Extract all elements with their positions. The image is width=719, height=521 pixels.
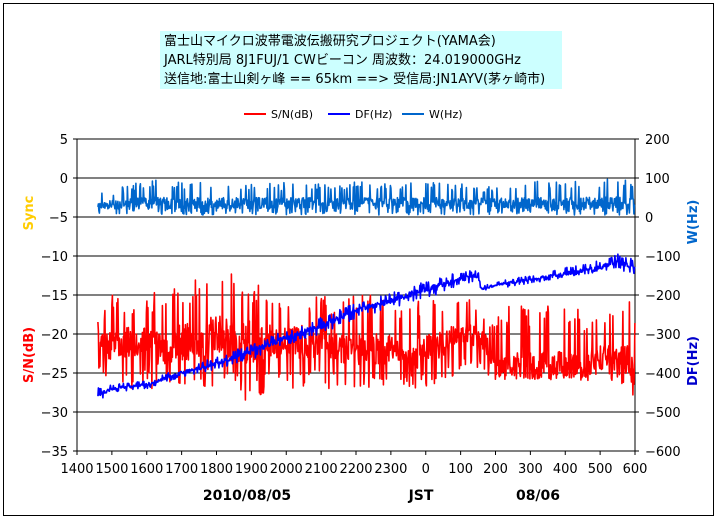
x-label-jst: JST xyxy=(408,488,434,504)
x-tick-label: 1500 xyxy=(95,462,128,477)
left-axis-label-sync: Sync xyxy=(22,196,37,231)
left-tick-label: −10 xyxy=(41,250,68,265)
x-tick-label: 1600 xyxy=(130,462,163,477)
x-tick-label: 1900 xyxy=(235,462,268,477)
x-tick-label: 400 xyxy=(553,462,578,477)
right-tick-label: 200 xyxy=(645,133,670,148)
legend-label-w: W(Hz) xyxy=(429,108,463,121)
x-tick-label: 500 xyxy=(588,462,613,477)
right-tick-label: −200 xyxy=(645,289,681,304)
x-label-date-start: 2010/08/05 xyxy=(203,488,291,504)
title-line-3: 送信地:富士山剣ヶ峰 == 65km ==> 受信局:JN1AYV(茅ヶ崎市) xyxy=(164,72,546,87)
x-axis-ticks: 1400 1500 1600 1700 1800 1900 2000 2100 2200 2300… xyxy=(60,451,647,477)
x-tick-label: 1700 xyxy=(165,462,198,477)
title-line-1: 富士山マイクロ波帯電波伝搬研究プロジェクト(YAMA会) xyxy=(164,34,496,49)
legend: S/N(dB) DF(Hz) W(Hz) xyxy=(244,108,463,121)
series-df-line xyxy=(97,253,636,399)
x-tick-label: 100 xyxy=(448,462,473,477)
chart-title-box: 富士山マイクロ波帯電波伝搬研究プロジェクト(YAMA会) JARL特別局 8J1… xyxy=(160,31,562,89)
left-tick-label: −25 xyxy=(41,367,68,382)
legend-label-df: DF(Hz) xyxy=(355,108,392,121)
gridlines xyxy=(77,138,635,452)
left-axis-ticks: 5 0 −5 −10 −15 −20 −25 −30 −35 xyxy=(41,133,77,460)
right-tick-label: −400 xyxy=(645,367,681,382)
right-tick-label: 100 xyxy=(645,172,670,187)
right-axis-label-df: DF(Hz) xyxy=(686,336,701,386)
x-tick-label: 300 xyxy=(518,462,543,477)
x-tick-label: 200 xyxy=(483,462,508,477)
left-tick-label: −15 xyxy=(41,289,68,304)
left-tick-label: 5 xyxy=(60,133,68,148)
x-tick-label: 600 xyxy=(623,462,648,477)
right-axis-ticks: 200 100 0 −100 −200 −300 −400 −500 −600 xyxy=(635,133,681,460)
series-layer xyxy=(97,178,636,401)
right-axis-label-w: W(Hz) xyxy=(686,200,701,245)
left-tick-label: −30 xyxy=(41,406,68,421)
right-tick-label: −300 xyxy=(645,328,681,343)
x-tick-label: 0 xyxy=(422,462,430,477)
right-tick-label: −600 xyxy=(645,445,681,460)
x-tick-label: 2100 xyxy=(305,462,338,477)
right-tick-label: 0 xyxy=(645,211,653,226)
x-tick-label: 1400 xyxy=(60,462,93,477)
x-tick-label: 1800 xyxy=(200,462,233,477)
right-tick-label: −100 xyxy=(645,250,681,265)
series-w-line xyxy=(97,178,636,216)
left-tick-label: −35 xyxy=(41,445,68,460)
left-tick-label: −20 xyxy=(41,328,68,343)
x-tick-label: 2200 xyxy=(339,462,372,477)
series-sn-line xyxy=(97,273,636,401)
left-tick-label: 0 xyxy=(60,172,68,187)
left-axis-label-sn: S/N(dB) xyxy=(22,327,37,383)
right-tick-label: −500 xyxy=(645,406,681,421)
x-label-date-end: 08/06 xyxy=(516,488,560,504)
x-tick-label: 2000 xyxy=(270,462,303,477)
x-tick-label: 2300 xyxy=(374,462,407,477)
legend-label-sn: S/N(dB) xyxy=(271,108,313,121)
left-tick-label: −5 xyxy=(49,211,68,226)
title-line-2: JARL特別局 8J1FUJ/1 CWビーコン 周波数：24.019000GHz xyxy=(164,53,521,68)
